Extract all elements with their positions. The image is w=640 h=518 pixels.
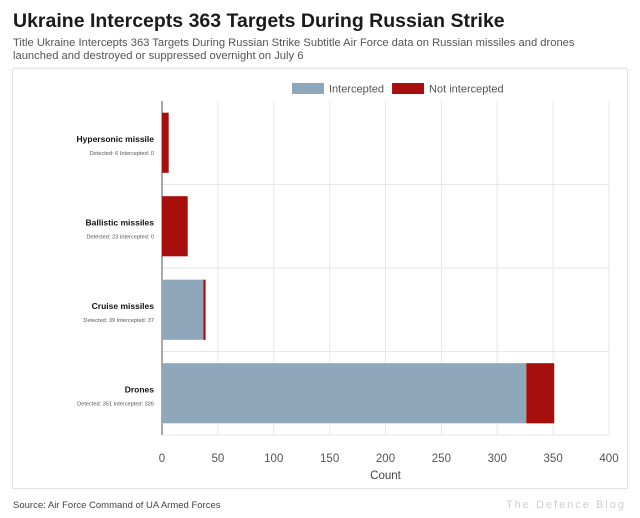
- bar-intercepted: [162, 279, 204, 340]
- x-tick-label: 250: [432, 453, 451, 465]
- x-axis-title: Count: [370, 470, 401, 482]
- bar-intercepted: [162, 363, 527, 424]
- legend-swatch: [392, 83, 425, 94]
- chart-subtitle: Title Ukraine Intercepts 363 Targets Dur…: [13, 37, 575, 62]
- category-note: Detected: 23 Intercepted: 0: [87, 234, 154, 240]
- category-label: Cruise missiles: [92, 301, 155, 311]
- x-tick-label: 150: [320, 453, 339, 465]
- category-note: Detected: 39 Intercepted: 37: [83, 318, 154, 324]
- bar-not-intercepted: [162, 112, 169, 173]
- bar-not-intercepted: [526, 363, 555, 424]
- category-note: Detected: 351 Intercepted: 326: [77, 401, 154, 407]
- chart-panel: 0 50 100 150 200 250 300 350 400 Hypersonic missi…: [12, 68, 628, 489]
- source-note: Source: Air Force Command of UA Armed Fo…: [13, 500, 221, 511]
- x-tick-label: 350: [544, 453, 563, 465]
- legend-label: Not intercepted: [429, 84, 504, 96]
- brand-watermark: The Defence Blog: [505, 499, 626, 511]
- category-label: Drones: [125, 384, 155, 394]
- category-label: Hypersonic missile: [77, 134, 155, 144]
- legend-label: Intercepted: [329, 84, 384, 96]
- x-tick-label: 400: [599, 453, 618, 465]
- stacked-bar-chart: 0 50 100 150 200 250 300 350 400 Hypersonic missi…: [77, 83, 619, 482]
- x-tick-label: 200: [376, 453, 395, 465]
- bar-not-intercepted: [162, 196, 188, 257]
- x-tick-label: 100: [264, 453, 283, 465]
- x-tick-label: 0: [159, 453, 165, 465]
- bar-not-intercepted: [203, 279, 206, 340]
- category-label: Ballistic missiles: [85, 217, 154, 227]
- category-note: Detected: 6 Intercepted: 0: [90, 151, 154, 157]
- x-tick-label: 50: [211, 453, 224, 465]
- legend-swatch: [292, 83, 324, 94]
- x-tick-label: 300: [488, 453, 507, 465]
- chart-title: Ukraine Intercepts 363 Targets During Ru…: [13, 10, 505, 32]
